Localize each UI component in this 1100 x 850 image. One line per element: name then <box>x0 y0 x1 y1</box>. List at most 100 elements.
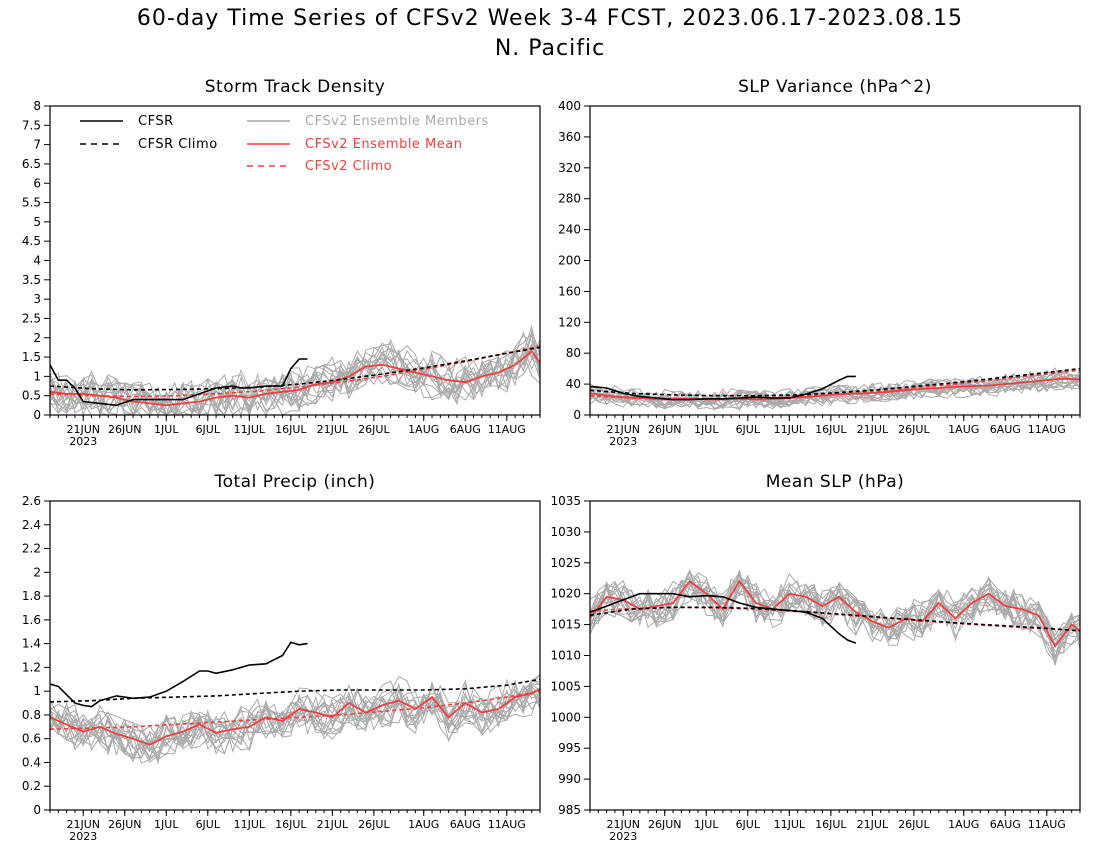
y-tick-label: 80 <box>566 346 581 360</box>
x-tick-label: 21JUL <box>857 818 889 831</box>
panel-title: Total Precip (inch) <box>214 472 376 492</box>
x-tick-label: 26JUL <box>898 423 930 436</box>
ensemble-member-line <box>590 375 1080 410</box>
y-tick-label: 1005 <box>550 679 581 693</box>
ensemble-mean-line <box>590 579 1080 648</box>
x-tick-label: 1JUL <box>694 423 719 436</box>
x-tick-label: 21JUN <box>66 818 100 831</box>
y-tick-label: 1.2 <box>22 660 41 674</box>
x-tick-label: 1AUG <box>408 423 439 436</box>
cfsr-line <box>590 592 857 644</box>
x-tick-label: 21JUN <box>606 818 640 831</box>
legend-cfsr-label: CFSR <box>138 114 174 129</box>
panel-1: Storm Track Density 0 0.5 1 1.5 2 2.5 3 3.5 4 4.5 5… <box>22 77 541 448</box>
x-year-label: 2023 <box>69 435 97 448</box>
y-tick-label: 0.2 <box>22 779 41 793</box>
y-tick-label: 0.5 <box>22 389 41 403</box>
cfsr-line <box>50 641 308 708</box>
x-tick-label: 1AUG <box>408 818 439 831</box>
x-tick-label: 11JUL <box>234 818 266 831</box>
y-tick-label: 0.6 <box>22 732 41 746</box>
x-tick-label: 6AUG <box>990 423 1021 436</box>
y-tick-label: 5 <box>33 215 41 229</box>
y-tick-label: 2.6 <box>22 494 41 508</box>
y-tick-label: 2.2 <box>22 542 41 556</box>
x-year-label: 2023 <box>609 830 637 843</box>
y-tick-label: 8 <box>33 99 41 113</box>
ensemble-member-line <box>590 574 1080 649</box>
y-tick-label: 200 <box>558 254 581 268</box>
ensemble-member-line <box>50 351 540 415</box>
y-tick-label: 1.4 <box>22 637 41 651</box>
panel-title: Storm Track Density <box>205 77 386 97</box>
cfsr-line <box>590 375 856 401</box>
x-tick-label: 11AUG <box>488 818 526 831</box>
y-tick-label: 1035 <box>550 494 581 508</box>
legend: CFSR CFSR Climo CFSv2 Ensemble Members CFSv… <box>80 114 488 174</box>
x-tick-label: 11JUL <box>774 818 806 831</box>
ensemble-member-line <box>590 572 1080 647</box>
x-year-label: 2023 <box>609 435 637 448</box>
ensemble-member-line <box>50 679 540 753</box>
y-tick-label: 1 <box>33 684 41 698</box>
y-tick-label: 4.5 <box>22 234 41 248</box>
x-tick-label: 11JUL <box>774 423 806 436</box>
x-tick-label: 26JUL <box>898 818 930 831</box>
x-tick-label: 26JUN <box>108 423 142 436</box>
y-tick-label: 7.5 <box>22 118 41 132</box>
x-tick-label: 16JUL <box>275 423 307 436</box>
x-tick-label: 6JUL <box>196 423 221 436</box>
x-tick-label: 6AUG <box>450 423 481 436</box>
ensemble-mean-line <box>50 349 540 407</box>
y-tick-label: 2.4 <box>22 518 41 532</box>
legend-cfsr-climo-label: CFSR Climo <box>138 137 218 152</box>
x-tick-label: 26JUL <box>358 423 390 436</box>
y-tick-label: 4 <box>33 254 41 268</box>
x-tick-label: 26JUL <box>358 818 390 831</box>
x-tick-label: 6JUL <box>196 818 221 831</box>
y-tick-label: 280 <box>558 192 581 206</box>
y-tick-label: 6 <box>33 176 41 190</box>
x-tick-label: 26JUN <box>648 423 682 436</box>
y-tick-label: 3.5 <box>22 273 41 287</box>
y-tick-label: 0.4 <box>22 755 41 769</box>
x-tick-label: 11JUL <box>234 423 266 436</box>
plot-frame <box>49 105 541 416</box>
ensemble-member-line <box>50 345 540 415</box>
y-tick-label: 995 <box>558 741 581 755</box>
x-tick-label: 26JUN <box>648 818 682 831</box>
x-tick-label: 1JUL <box>154 423 179 436</box>
plot-frame <box>49 500 541 811</box>
x-tick-label: 21JUN <box>66 423 100 436</box>
x-tick-label: 16JUL <box>275 818 307 831</box>
legend-ens-mean-label: CFSv2 Ensemble Mean <box>305 137 462 152</box>
y-tick-label: 1.5 <box>22 350 41 364</box>
y-tick-label: 160 <box>558 284 581 298</box>
ensemble-member-line <box>50 693 540 765</box>
y-tick-label: 0.8 <box>22 708 41 722</box>
y-tick-label: 2 <box>33 565 41 579</box>
ensemble-member-line <box>590 372 1080 408</box>
plot-area <box>590 367 1080 412</box>
x-tick-label: 6AUG <box>990 818 1021 831</box>
panel-4: Mean SLP (hPa) 985 990 995 1000 1005 1010 1015 1… <box>550 472 1081 843</box>
ensemble-member-line <box>590 570 1080 643</box>
y-tick-label: 1 <box>33 369 41 383</box>
y-tick-label: 1010 <box>550 649 581 663</box>
y-tick-label: 40 <box>566 377 581 391</box>
y-tick-label: 2 <box>33 331 41 345</box>
y-tick-label: 1030 <box>550 525 581 539</box>
ensemble-member-line <box>50 688 540 749</box>
y-tick-label: 5.5 <box>22 196 41 210</box>
y-tick-label: 1000 <box>550 710 581 724</box>
y-tick-label: 1025 <box>550 556 581 570</box>
ensemble-member-line <box>50 345 540 415</box>
plot-area <box>50 641 540 765</box>
x-tick-label: 11AUG <box>488 423 526 436</box>
x-tick-label: 16JUL <box>815 423 847 436</box>
cfsv2-climo-line <box>590 369 1080 400</box>
ensemble-mean-line <box>50 688 540 746</box>
x-tick-label: 1AUG <box>948 818 979 831</box>
y-tick-label: 1015 <box>550 618 581 632</box>
